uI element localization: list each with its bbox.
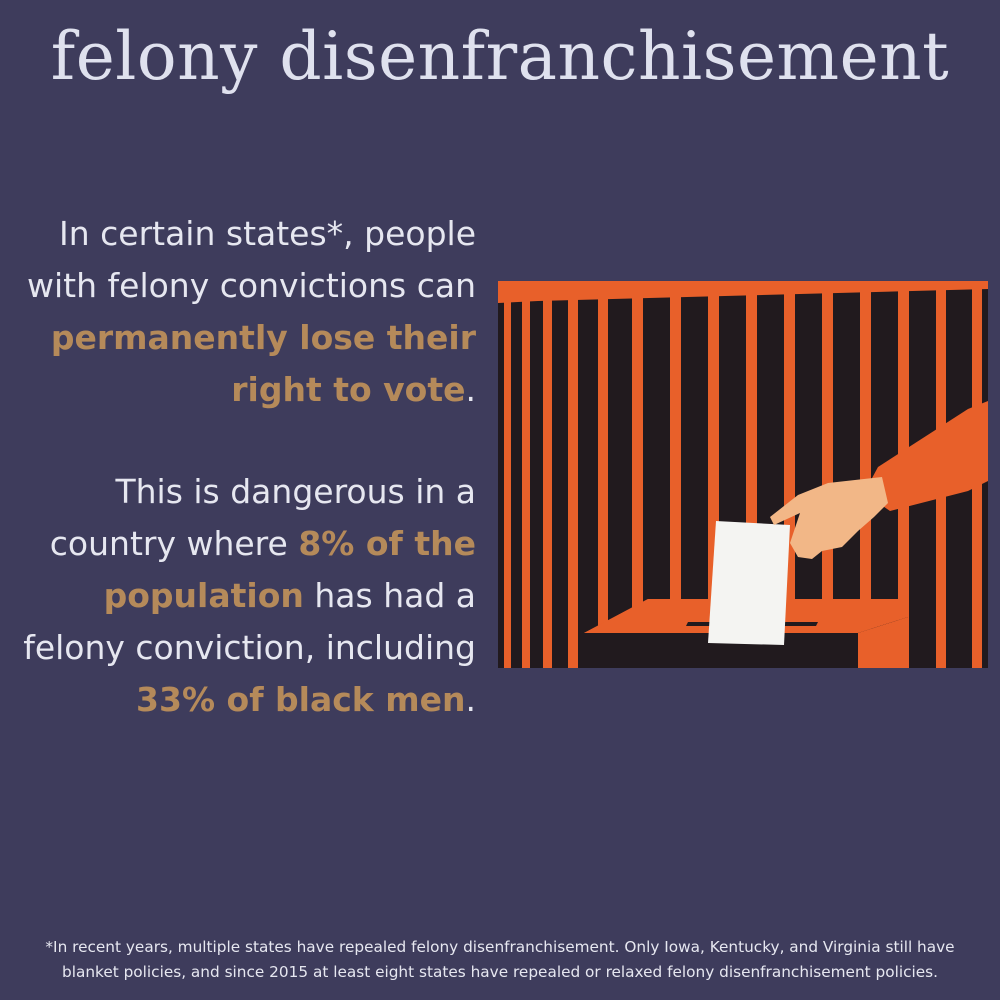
statistics-paragraph: This is dangerous in a country where 8% … bbox=[6, 466, 476, 726]
footnote-line-2: blanket policies, and since 2015 at leas… bbox=[61, 963, 938, 981]
intro-line-1: In certain states*, people bbox=[58, 214, 476, 253]
stats-line-1: This is dangerous in a bbox=[115, 472, 476, 511]
stats-period: . bbox=[465, 680, 477, 719]
intro-line-2: with felony convictions can bbox=[27, 266, 476, 305]
stats-highlight-black-men: 33% of black men bbox=[136, 680, 466, 719]
stats-line-2: country where bbox=[49, 524, 299, 563]
orange-sleeve bbox=[864, 401, 988, 511]
stats-line-3: has had a bbox=[303, 576, 476, 615]
footnote-line-1: *In recent years, multiple states have r… bbox=[45, 938, 955, 956]
intro-paragraph: In certain states*, people with felony c… bbox=[6, 208, 476, 416]
intro-highlight-1: permanently lose their bbox=[50, 318, 476, 357]
intro-period: . bbox=[465, 370, 477, 409]
page-title: felony disenfranchisement bbox=[50, 18, 950, 95]
stats-line-4: felony conviction, including bbox=[23, 628, 476, 667]
stats-highlight-percent: 8% of the bbox=[298, 524, 476, 563]
footnote: *In recent years, multiple states have r… bbox=[0, 935, 1000, 985]
ballot-behind-bars-illustration bbox=[498, 281, 988, 668]
stats-highlight-population: population bbox=[103, 576, 304, 615]
intro-highlight-2: right to vote bbox=[231, 370, 466, 409]
ballot-paper bbox=[708, 521, 790, 645]
hand bbox=[770, 477, 888, 559]
